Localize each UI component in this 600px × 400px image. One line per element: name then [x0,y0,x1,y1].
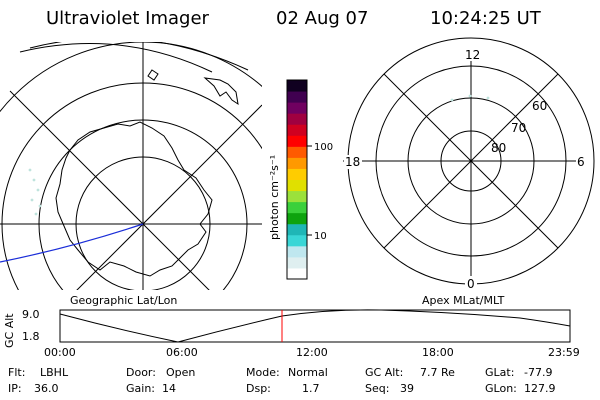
y-tick-high: 9.0 [22,308,40,321]
colorbar-stripe [287,212,307,225]
date-label: 02 Aug 07 [276,8,368,29]
instrument-title: Ultraviolet Imager [46,8,210,29]
seq-value: 39 [400,382,414,395]
glat-value: -77.9 [524,366,552,379]
label-bg-18 [344,155,362,169]
altitude-plot: 9.0 1.8 GC Alt 00:00 06:00 12:00 18:00 2… [3,308,580,359]
meridian-diag-1 [9,90,210,290]
island-outline [147,69,159,81]
colorbar-stripe [287,135,307,147]
geographic-label: Geographic Lat/Lon [70,294,177,307]
colorbar-unit-label: photon cm⁻²s⁻¹ [268,155,281,240]
geographic-map [0,42,262,290]
x-tick-1200: 12:00 [296,346,328,359]
altitude-plot-frame [59,309,571,343]
colorbar-stripe [287,267,307,280]
colorbar-label-10: 10 [314,231,327,242]
colorbar-stripe [287,223,307,236]
outer-arc [19,42,249,73]
colorbar-stripe [287,256,307,269]
x-tick-0600: 06:00 [166,346,198,359]
mlat-label-60: 60 [532,99,547,113]
time-label: 10:24:25 UT [430,8,542,29]
gain-value: 14 [162,382,176,395]
colorbar-stripe [287,80,307,92]
flt-value: LBHL [40,366,69,379]
colorbar-stripe [287,157,307,169]
dsp-key: Dsp: [246,382,271,395]
gain-key: Gain: [126,382,155,395]
mlat-label-80: 80 [491,141,506,155]
mlt-label-6: 6 [577,155,585,169]
glat-key: GLat: [485,366,514,379]
label-bg-12 [465,47,479,61]
label-bg-0 [465,276,477,290]
y-tick-low: 1.8 [22,330,40,343]
mlat-label-70: 70 [511,121,526,135]
gcalt-value: 7.7 Re [420,366,455,379]
colorbar-stripe [287,91,307,103]
glon-key: GLon: [485,382,517,395]
colorbar-label-100: 100 [314,142,333,153]
mode-key: Mode: [246,366,280,379]
seq-key: Seq: [365,382,389,395]
y-axis-label: GC Alt [3,313,16,348]
dsp-value: 1.7 [302,382,320,395]
aurora-emission [28,168,42,216]
colorbar-stripe [287,234,307,247]
colorbar-stripe [287,113,307,125]
door-key: Door: [126,366,156,379]
colorbar-gradient [287,80,307,280]
flt-key: Flt: [8,366,25,379]
ip-key: IP: [8,382,22,395]
colorbar: 100 10 photon cm⁻²s⁻¹ [268,79,333,280]
x-tick-2359: 23:59 [548,346,580,359]
mlt-label-0: 0 [467,277,475,291]
mlt-label-18: 18 [345,155,360,169]
x-tick-0000: 00:00 [44,346,76,359]
aurora-oval-dots [450,94,490,102]
colorbar-stripe [287,190,307,203]
colorbar-stripe [287,102,307,114]
apex-label: Apex MLat/MLT [422,294,505,307]
x-tick-1800: 18:00 [422,346,454,359]
colorbar-stripe [287,179,307,192]
label-bg-6 [576,155,586,169]
door-value: Open [166,366,195,379]
meridian-diag-2 [76,104,262,290]
colorbar-stripe [287,124,307,136]
ip-value: 36.0 [34,382,59,395]
colorbar-frame [286,79,308,280]
gcalt-key: GC Alt: [365,366,403,379]
mlt-line-diag-2 [383,73,559,249]
magnetic-polar-plot [343,37,595,287]
colorbar-stripe [287,146,307,158]
colorbar-stripe [287,201,307,214]
mode-value: Normal [288,366,328,379]
mlt-label-12: 12 [465,48,480,62]
altitude-curve [59,309,571,343]
antarctica-coastline [55,121,213,277]
south-america-coastline [203,77,239,106]
colorbar-stripe [287,168,307,180]
terminator-line [0,223,144,263]
glon-value: 127.9 [524,382,556,395]
status-footer: Flt: LBHL Door: Open Mode: Normal GC Alt… [8,366,556,395]
colorbar-stripe [287,245,307,258]
